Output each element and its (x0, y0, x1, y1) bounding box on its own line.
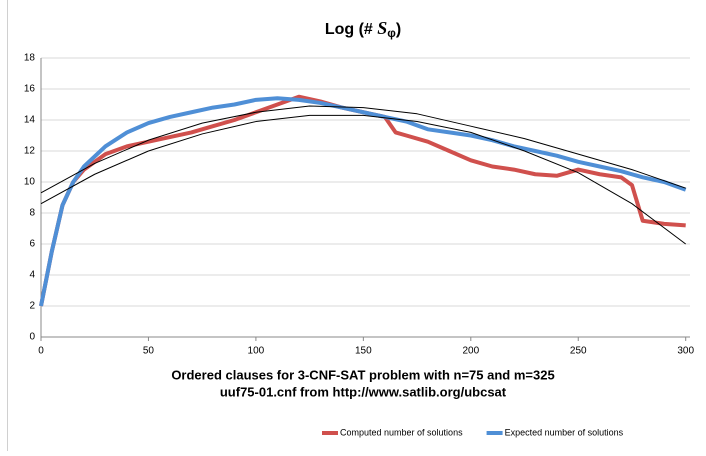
y-tick-label: 10 (24, 177, 36, 188)
legend-label: Expected number of solutions (505, 427, 624, 437)
trend-line (41, 115, 686, 244)
x-tick-label: 100 (248, 346, 265, 357)
y-tick-label: 0 (29, 332, 35, 343)
x-axis-label: Ordered clauses for 3-CNF-SAT problem wi… (171, 367, 554, 382)
x-tick-label: 50 (143, 346, 155, 357)
y-tick-label: 4 (29, 270, 35, 281)
y-tick-label: 12 (24, 146, 36, 157)
x-tick-label: 200 (462, 346, 479, 357)
x-tick-label: 300 (677, 346, 694, 357)
y-tick-label: 18 (24, 53, 36, 64)
legend-label: Computed number of solutions (340, 427, 463, 437)
x-tick-label: 150 (355, 346, 372, 357)
y-tick-label: 16 (24, 84, 36, 95)
x-tick-label: 250 (570, 346, 587, 357)
x-axis-label: uuf75-01.cnf from http://www.satlib.org/… (220, 384, 507, 399)
chart-frame (8, 0, 706, 451)
y-tick-label: 14 (24, 115, 36, 126)
chart-title: Log (# Sφ) (325, 18, 401, 40)
y-tick-label: 6 (29, 239, 35, 250)
trend-line (41, 106, 686, 193)
y-tick-label: 8 (29, 208, 35, 219)
y-tick-label: 2 (29, 301, 35, 312)
x-tick-label: 0 (38, 346, 44, 357)
